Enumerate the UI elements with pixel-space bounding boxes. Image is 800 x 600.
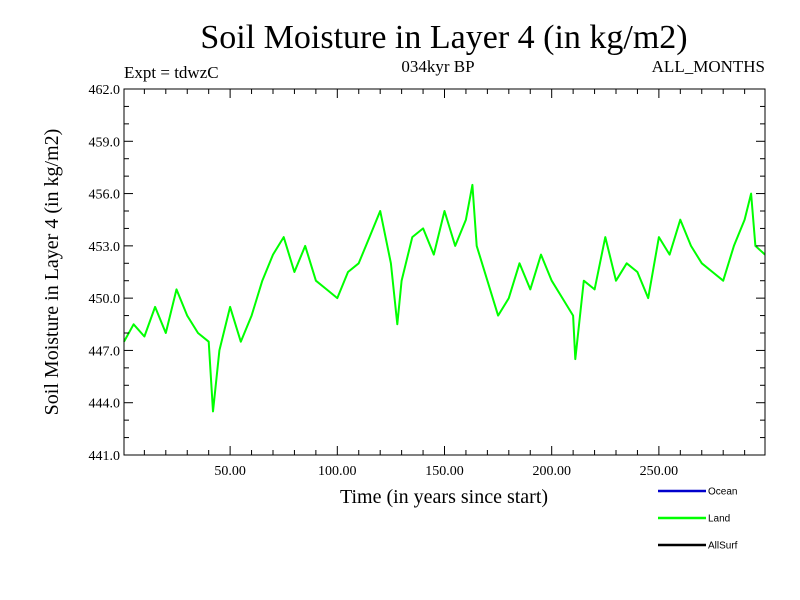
- y-tick-label: 459.0: [89, 135, 121, 150]
- x-tick-label: 50.00: [214, 464, 246, 479]
- y-tick-label: 462.0: [89, 83, 121, 98]
- series-layer: [123, 183, 766, 413]
- x-tick-label: 200.00: [532, 464, 571, 479]
- legend: Ocean Land AllSurf: [658, 487, 738, 552]
- months-label: ALL_MONTHS: [652, 57, 765, 76]
- y-axis-ticks: 441.0 444.0 447.0 450.0 453.0 456.0 459.0 462.0: [89, 83, 765, 464]
- x-axis-ticks: 50.00 100.00 150.00 200.00 250.00: [214, 89, 678, 479]
- x-axis-label: Time (in years since start): [340, 486, 548, 508]
- legend-label-land: Land: [708, 514, 730, 525]
- plot-area: 441.0 444.0 447.0 450.0 453.0 456.0 459.0 462.0…: [89, 83, 766, 479]
- legend-label-allsurf: AllSurf: [708, 541, 738, 552]
- y-tick-label: 441.0: [89, 449, 121, 464]
- y-tick-label: 447.0: [89, 344, 121, 359]
- y-tick-label: 444.0: [89, 397, 121, 412]
- x-tick-label: 250.00: [640, 464, 679, 479]
- y-axis-label: Soil Moisture in Layer 4 (in kg/m2): [41, 129, 63, 416]
- chart-title: Soil Moisture in Layer 4 (in kg/m2): [200, 19, 687, 56]
- x-tick-label: 100.00: [318, 464, 357, 479]
- y-tick-label: 450.0: [89, 292, 121, 307]
- plot-frame: [123, 88, 766, 456]
- x-tick-label: 150.00: [425, 464, 464, 479]
- minor-ticks: [124, 89, 765, 455]
- period-label: 034kyr BP: [401, 57, 474, 76]
- experiment-label: Expt = tdwzC: [124, 63, 219, 82]
- y-tick-label: 453.0: [89, 240, 121, 255]
- y-tick-label: 456.0: [89, 188, 121, 203]
- legend-label-ocean: Ocean: [708, 487, 737, 498]
- series-line-land: [123, 183, 766, 413]
